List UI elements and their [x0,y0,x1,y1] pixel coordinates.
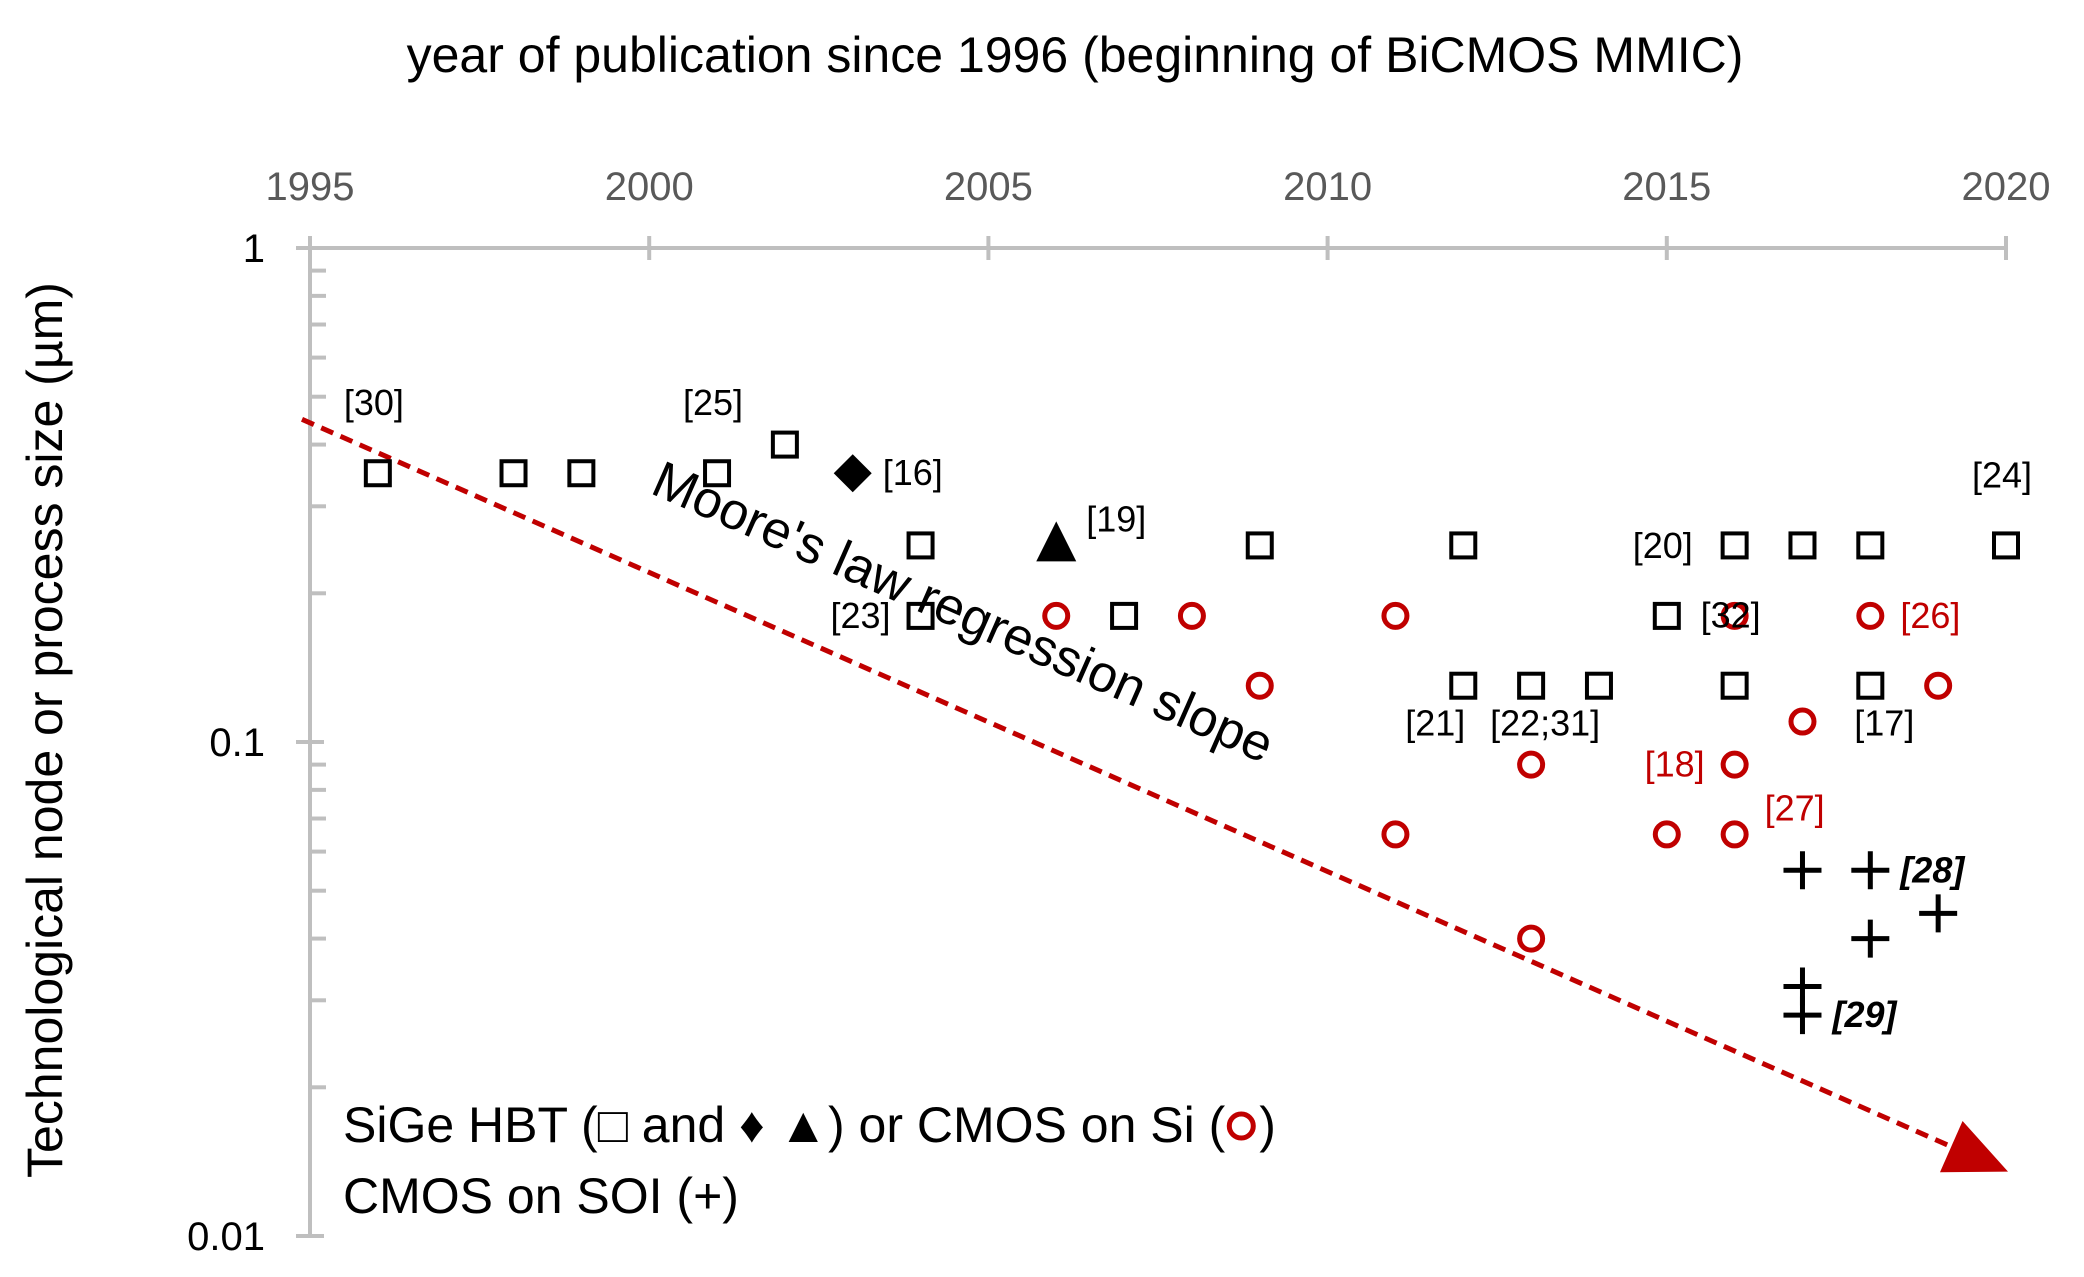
reference-label: [29] [1831,994,1897,1035]
reference-label: [27] [1765,787,1825,828]
x-tick-label: 2000 [605,165,694,209]
point-circle [1788,707,1817,736]
point-square [1449,531,1478,560]
x-tick-label: 2005 [944,165,1033,209]
point-square [906,601,935,630]
reference-label: [22;31] [1490,703,1600,744]
moore-regression-arrowhead [1939,1120,2008,1173]
x-ticks: 1995 2000 2005 2010 2015 2020 [266,165,2051,260]
point-circle [1652,820,1681,849]
legend: SiGe HBT (□ and ♦ ▲) or CMOS on Si ( ) C… [343,1097,1276,1224]
point-circle [1924,671,1953,700]
point-square [1856,531,1885,560]
legend-line-1: SiGe HBT (□ and ♦ ▲) or CMOS on Si ( [343,1097,1226,1153]
point-circle [1042,601,1071,630]
reference-label: [32] [1701,595,1761,636]
moore-regression-label: Moore's law regression slope [644,451,1282,775]
point-plus [1851,919,1890,958]
point-square [363,459,392,488]
moore-regression: Moore's law regression slope [300,417,2008,1173]
point-circle [1177,601,1206,630]
reference-label: [28] [1899,849,1965,890]
point-diamond [833,454,872,493]
y-minor-ticks [310,268,326,1090]
point-circle [1856,601,1885,630]
chart-title: year of publication since 1996 (beginnin… [407,27,1744,83]
point-square [1110,601,1139,630]
point-square [906,531,935,560]
point-circle [1720,820,1749,849]
point-square [1992,531,2020,560]
x-tick-label: 2020 [1962,165,2051,209]
reference-label: [21] [1405,703,1465,744]
x-tick-label: 2015 [1622,165,1711,209]
point-circle [1720,750,1749,779]
point-square [1720,531,1749,560]
y-tick-label: 0.01 [187,1215,265,1259]
reference-label: [24] [1972,454,2032,495]
point-circle [1517,750,1546,779]
y-tick-label: 1 [243,227,265,271]
x-tick-label: 2010 [1283,165,1372,209]
point-square [567,459,596,488]
point-square [1788,531,1817,560]
reference-label: [18] [1645,744,1705,785]
point-square [1856,671,1885,700]
reference-label: [26] [1900,595,1960,636]
point-plus [1783,851,1822,890]
y-ticks: 1 0.1 0.01 [187,227,324,1259]
legend-line-1-close: ) [1259,1097,1276,1153]
data-points [363,430,2020,1035]
moore-regression-line [300,417,1953,1149]
legend-circle-icon [1226,1111,1256,1141]
point-plus [1919,894,1958,933]
reference-label: [30] [344,382,404,423]
x-tick-label: 1995 [266,165,355,209]
reference-label: [20] [1633,525,1693,566]
point-triangle [1036,521,1077,562]
legend-line-1-main: SiGe HBT (□ and ♦ ▲) or CMOS on Si ( [343,1097,1226,1153]
reference-labels: [30] [25] [16] [19] [23] [24] [20][32] [26] [21]… [344,382,2032,1035]
point-circle [1720,601,1749,630]
point-circle [1517,924,1546,953]
y-tick-label: 0.1 [209,721,265,765]
point-square [1720,671,1749,700]
point-plus [1783,996,1822,1035]
point-circle [1381,820,1410,849]
point-square [1449,671,1478,700]
point-square [770,430,799,459]
point-square [499,459,528,488]
reference-label: [19] [1086,498,1146,539]
point-plus [1851,851,1890,890]
point-square [1517,671,1546,700]
legend-line-2: CMOS on SOI (+) [343,1168,739,1224]
point-circle [1245,671,1274,700]
reference-label: [16] [883,452,943,493]
point-square [1652,601,1681,630]
point-square [703,459,732,488]
point-square [1245,531,1274,560]
reference-label: [23] [831,595,891,636]
reference-label: [17] [1854,703,1914,744]
point-circle [1381,601,1410,630]
reference-label: [25] [683,382,743,423]
y-axis-label: Technological node or process size (µm) [17,282,73,1178]
point-square [1584,671,1613,700]
